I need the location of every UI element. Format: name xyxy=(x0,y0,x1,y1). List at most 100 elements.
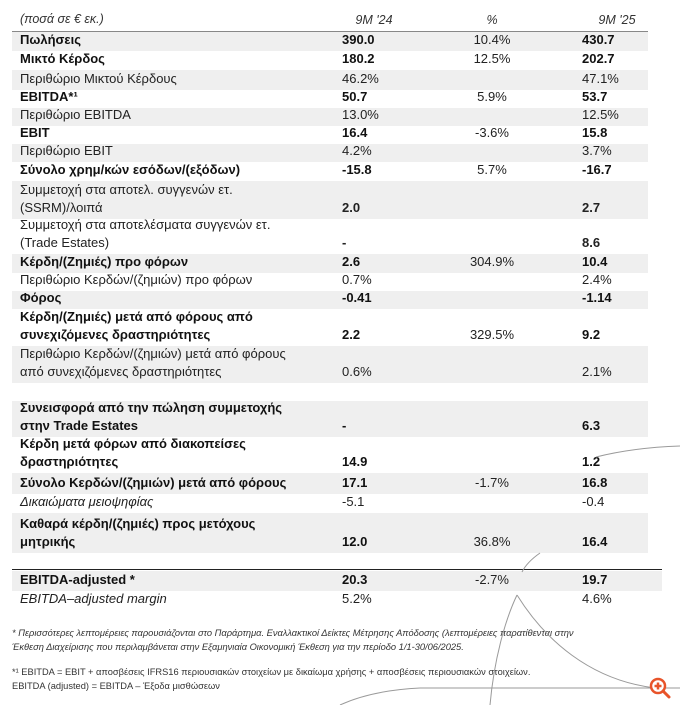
table-row: Πωλήσεις 390.0 10.4% 430.7 xyxy=(12,32,648,51)
value-9m24: 16.4 xyxy=(342,125,368,140)
row-label: Περιθώριο Κερδών/(ζημιών) προ φόρων xyxy=(20,272,253,287)
value-9m25: 16.8 xyxy=(582,475,608,490)
value-9m24: 4.2% xyxy=(342,143,372,158)
col-header-9m25: 9M '25 xyxy=(598,13,636,27)
row-label: Περιθώριο Μικτού Κέρδους xyxy=(20,71,177,86)
value-9m24: - xyxy=(342,418,347,433)
value-9m25: 47.1% xyxy=(582,71,619,86)
value-9m24: 2.0 xyxy=(342,200,361,215)
value-9m25: 8.6 xyxy=(582,235,601,250)
col-header-9m24: 9M '24 xyxy=(355,13,393,27)
zoom-in-icon xyxy=(649,677,671,699)
table-row: Περιθώριο EBITDA 13.0% 12.5% xyxy=(12,107,648,126)
row-label: Σύνολο Κερδών/(ζημιών) μετά από φόρους xyxy=(20,475,287,490)
value-9m24: - xyxy=(342,235,347,250)
value-9m24: 17.1 xyxy=(342,475,368,490)
row-label: Περιθώριο EBITDA xyxy=(20,107,131,122)
value-9m24: 0.7% xyxy=(342,272,372,287)
value-9m25: 430.7 xyxy=(582,32,615,47)
value-9m25: 2.1% xyxy=(582,364,612,379)
value-pct: -2.7% xyxy=(475,572,509,587)
table-row: Περιθώριο Κερδών/(ζημιών) μετά από φόρου… xyxy=(12,346,648,383)
row-label: Συμμετοχή στα αποτελέσματα συγγενών ετ. … xyxy=(20,217,271,250)
table-row: Σύνολο Κερδών/(ζημιών) μετά από φόρους 1… xyxy=(12,473,648,494)
value-9m25: 19.7 xyxy=(582,572,608,587)
table-row: Μικτό Κέρδος 180.2 12.5% 202.7 xyxy=(12,51,648,70)
row-label: Κέρδη μετά φόρων από διακοπείσες δραστηρ… xyxy=(20,436,246,469)
table-row-ebitda-adjusted: EBITDA-adjusted * 20.3 -2.7% 19.7 xyxy=(12,571,662,591)
table-row: Συμμετοχή στα αποτελέσματα συγγενών ετ. … xyxy=(12,217,648,254)
footnotes: * Περισσότερες λεπτομέρειες παρουσιάζοντ… xyxy=(12,626,662,693)
row-label: Συνεισφορά από την πώληση συμμετοχής στη… xyxy=(20,400,283,433)
value-9m24: 50.7 xyxy=(342,89,368,104)
value-pct: -3.6% xyxy=(475,125,509,140)
row-label: Καθαρά κέρδη/(ζημιές) προς μετόχους μητρ… xyxy=(20,516,256,549)
units-label: (ποσά σε € εκ.) xyxy=(20,12,104,26)
value-9m24: 5.2% xyxy=(342,591,372,606)
row-label: EBIT xyxy=(20,125,50,140)
table-row: Δικαιώματα μειοψηφίας -5.1 -0.4 xyxy=(12,494,648,513)
zoom-in-button[interactable] xyxy=(648,676,672,700)
value-9m24: -5.1 xyxy=(342,494,365,509)
row-label: EBITDA–adjusted margin xyxy=(20,591,167,606)
value-9m24: -15.8 xyxy=(342,162,372,177)
row-label: Περιθώριο Κερδών/(ζημιών) μετά από φόρου… xyxy=(20,346,286,379)
value-9m24: 13.0% xyxy=(342,107,379,122)
table-row: EBITDA*¹ 50.7 5.9% 53.7 xyxy=(12,89,648,108)
value-9m25: 10.4 xyxy=(582,254,608,269)
row-label: Συμμετοχή στα αποτελ. συγγενών ετ. (SSRM… xyxy=(20,182,233,215)
value-9m25: -16.7 xyxy=(582,162,612,177)
table-row: EBIT 16.4 -3.6% 15.8 xyxy=(12,125,648,144)
value-9m24: -0.41 xyxy=(342,290,372,305)
value-9m25: 3.7% xyxy=(582,143,612,158)
table-row: Κέρδη/(Ζημιές) προ φόρων 2.6 304.9% 10.4 xyxy=(12,254,648,273)
row-label: Περιθώριο EBIT xyxy=(20,143,113,158)
value-9m25: -1.14 xyxy=(582,290,612,305)
value-9m24: 0.6% xyxy=(342,364,372,379)
table-row-ebitda-adjusted-margin: EBITDA–adjusted margin 5.2% 4.6% xyxy=(12,591,662,610)
table-row: Περιθώριο EBIT 4.2% 3.7% xyxy=(12,143,648,162)
table-row: Περιθώριο Μικτού Κέρδους 46.2% 47.1% xyxy=(12,70,648,90)
value-9m24: 14.9 xyxy=(342,454,368,469)
row-label: Δικαιώματα μειοψηφίας xyxy=(20,494,154,509)
value-pct: 5.7% xyxy=(477,162,507,177)
table-row: Συνεισφορά από την πώληση συμμετοχής στη… xyxy=(12,400,648,437)
value-9m24: 20.3 xyxy=(342,572,368,587)
table-header: (ποσά σε € εκ.) 9M '24 % 9M '25 xyxy=(12,8,648,32)
value-9m25: 53.7 xyxy=(582,89,608,104)
footnote-ebitda-definition: *¹ EBITDA = EBIT + αποσβέσεις IFRS16 περ… xyxy=(12,667,531,691)
row-label: Κέρδη/(Ζημιές) μετά από φόρους από συνεχ… xyxy=(20,309,253,342)
row-label: EBITDA-adjusted * xyxy=(20,572,135,587)
table-row: Περιθώριο Κερδών/(ζημιών) προ φόρων 0.7%… xyxy=(12,272,648,291)
adjusted-divider xyxy=(12,569,662,570)
value-pct: 5.9% xyxy=(477,89,507,104)
value-pct: 10.4% xyxy=(473,32,511,47)
value-9m24: 46.2% xyxy=(342,71,379,86)
row-label: Πωλήσεις xyxy=(20,32,81,47)
value-9m25: 16.4 xyxy=(582,534,608,549)
value-9m25: 4.6% xyxy=(582,591,612,606)
value-9m25: 202.7 xyxy=(582,51,615,66)
value-9m25: 15.8 xyxy=(582,125,608,140)
value-pct: 304.9% xyxy=(469,254,515,269)
row-label: Σύνολο χρημ/κών εσόδων/(εξόδων) xyxy=(20,162,241,177)
value-9m25: 2.7 xyxy=(582,200,601,215)
value-pct: 12.5% xyxy=(473,51,511,66)
value-9m24: 2.2 xyxy=(342,327,361,342)
value-9m25: -0.4 xyxy=(582,494,605,509)
row-label: EBITDA*¹ xyxy=(20,89,78,104)
row-label: Κέρδη/(Ζημιές) προ φόρων xyxy=(20,254,189,269)
value-9m25: 12.5% xyxy=(582,107,619,122)
value-9m25: 6.3 xyxy=(582,418,601,433)
value-9m25: 1.2 xyxy=(582,454,601,469)
value-9m25: 9.2 xyxy=(582,327,601,342)
value-9m24: 12.0 xyxy=(342,534,368,549)
value-9m24: 180.2 xyxy=(342,51,375,66)
row-label: Φόρος xyxy=(20,290,62,305)
table-row: Σύνολο χρημ/κών εσόδων/(εξόδων) -15.8 5.… xyxy=(12,162,648,181)
table-row: Καθαρά κέρδη/(ζημιές) προς μετόχους μητρ… xyxy=(12,513,648,553)
table-row: Συμμετοχή στα αποτελ. συγγενών ετ. (SSRM… xyxy=(12,181,648,219)
value-pct: -1.7% xyxy=(475,475,509,490)
value-pct: 36.8% xyxy=(473,534,511,549)
value-9m24: 2.6 xyxy=(342,254,361,269)
